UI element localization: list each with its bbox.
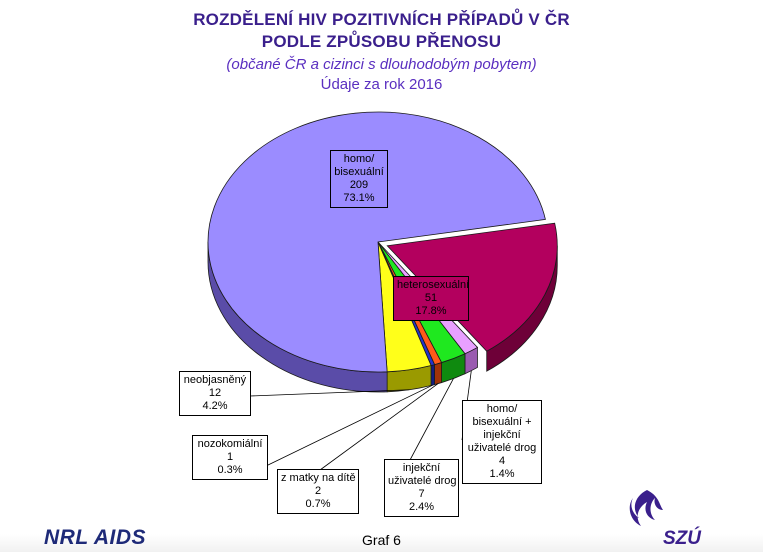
- pie-label-name-5-0: neobjasněný: [183, 374, 247, 386]
- pie-label-percent-1: 1.4%: [489, 468, 515, 480]
- chart-subtitle: (občané ČR a cizinci s dlouhodobým pobyt…: [226, 56, 537, 73]
- pie-label-4: nozokomiální 1 0.3%: [192, 435, 268, 480]
- pie-label-value-4: 1: [226, 451, 234, 463]
- pie-label-percent-5: 4.2%: [202, 400, 228, 412]
- pie-label-1: homo/bisexuální + injekční uživatelé drog 4…: [462, 400, 542, 484]
- pie-leader-3: [319, 383, 439, 471]
- pie-slices: [207, 111, 558, 373]
- chart-year-line: Údaje za rok 2016: [320, 76, 443, 93]
- pie-label-value-0: 51: [424, 292, 438, 304]
- pie-side-3: [434, 362, 442, 386]
- pie-leader-4: [265, 384, 433, 467]
- pie-label-name-1-1: bisexuální +: [472, 416, 532, 428]
- pie-slice-6: [207, 111, 546, 373]
- footer-logo-text: SZÚ: [663, 528, 701, 549]
- pie-label-name-1-2: injekční: [483, 429, 521, 441]
- pie-slice-0: [386, 222, 558, 352]
- pie-label-value-1: 4: [498, 455, 506, 467]
- pie-label-6: homo/bisexuální 209 73.1%: [330, 150, 388, 208]
- footer-nrl-aids: NRL AIDS: [44, 526, 147, 549]
- pie-label-name-1-3: uživatelé drog: [467, 442, 537, 454]
- pie-label-0: heterosexuální 51 17.8%: [393, 276, 469, 321]
- chart-title-line1: ROZDĚLENÍ HIV POZITIVNÍCH PŘÍPADŮ V ČR: [193, 10, 570, 29]
- footer-graph-number: Graf 6: [362, 532, 401, 548]
- pie-label-5: neobjasněný 12 4.2%: [179, 371, 251, 416]
- footer-bar: [0, 534, 763, 552]
- pie-label-percent-4: 0.3%: [217, 464, 243, 476]
- pie-label-percent-3: 0.7%: [305, 498, 331, 510]
- pie-leader-5: [249, 389, 410, 397]
- pie-label-name-3-0: z matky na dítě: [281, 472, 356, 484]
- pie-label-name-0-0: heterosexuální: [397, 279, 470, 291]
- pie-label-3: z matky na dítě 2 0.7%: [277, 469, 359, 514]
- pie-side-4: [430, 364, 435, 387]
- pie-label-name-4-0: nozokomiální: [197, 438, 263, 450]
- szu-logo-icon: [629, 490, 663, 526]
- pie-label-value-3: 2: [314, 485, 322, 497]
- pie-label-value-5: 12: [208, 387, 222, 399]
- pie-side-walls: [207, 241, 558, 393]
- pie-label-name-1-0: homo/: [486, 403, 518, 415]
- chart-title-line2: PODLE ZPŮSOBU PŘENOSU: [261, 32, 502, 51]
- pie-label-percent-6: 73.1%: [343, 192, 375, 204]
- pie-label-name-6-1: bisexuální: [334, 166, 384, 178]
- pie-label-name-6-0: homo/: [343, 153, 375, 165]
- pie-label-value-6: 209: [349, 179, 369, 191]
- pie-label-2: injekční uživatelé drog 7 2.4%: [384, 459, 459, 517]
- pie-label-percent-0: 17.8%: [415, 305, 447, 317]
- pie-label-percent-2: 2.4%: [408, 501, 435, 513]
- pie-label-name-2-1: uživatelé drog: [388, 475, 457, 487]
- pie-label-value-2: 7: [418, 488, 425, 500]
- pie-label-name-2-0: injekční: [402, 462, 441, 474]
- pie-leader-2: [409, 378, 454, 461]
